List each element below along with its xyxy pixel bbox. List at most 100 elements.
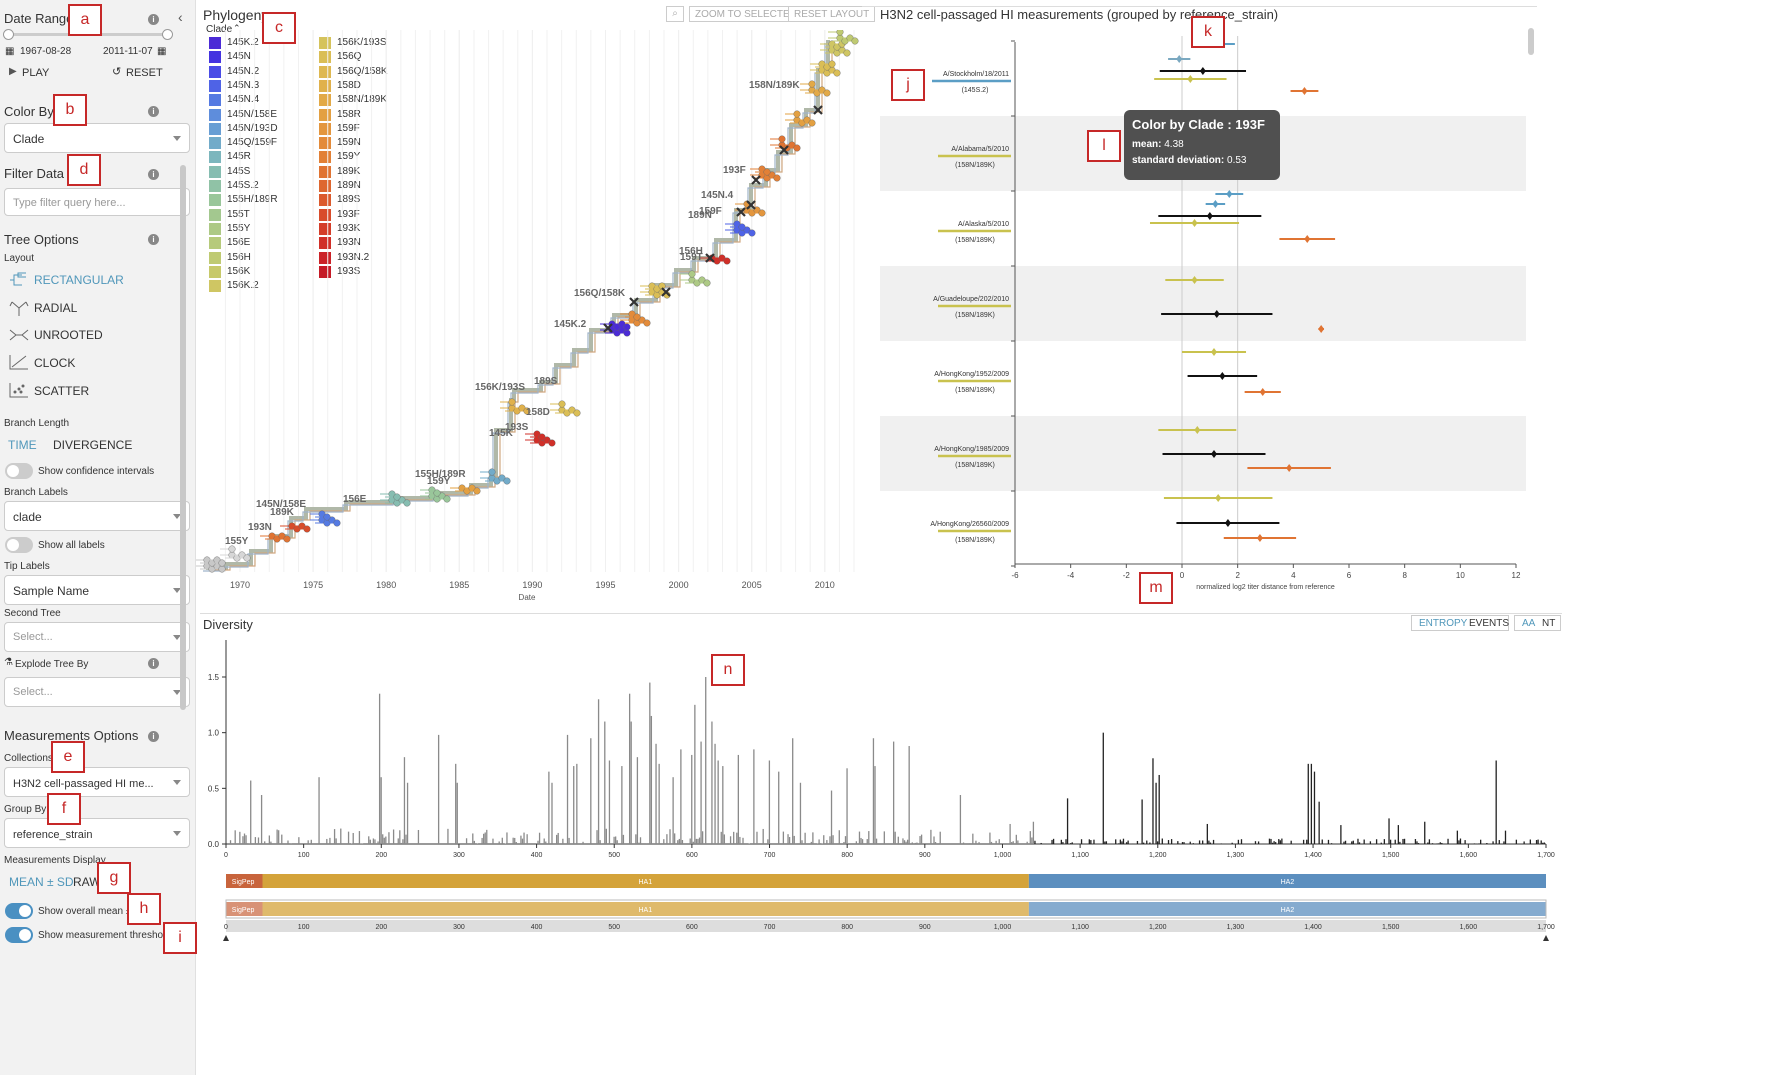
legend-swatch[interactable] <box>209 94 221 107</box>
reset-icon[interactable]: ↺ <box>112 66 122 78</box>
filter-input[interactable]: Type filter query here... <box>4 188 190 216</box>
legend-label[interactable]: 159Y <box>337 151 361 163</box>
confidence-toggle[interactable] <box>5 463 33 479</box>
second-tree-select[interactable]: Select... <box>4 622 190 652</box>
legend-label[interactable]: 145S.2 <box>227 180 259 191</box>
scatter-layout-icon[interactable] <box>8 381 30 399</box>
rectangular-layout-icon[interactable] <box>8 271 30 289</box>
date-range-start-handle[interactable] <box>3 29 14 40</box>
info-icon[interactable]: i <box>148 234 159 245</box>
legend-swatch[interactable] <box>209 280 221 293</box>
legend-label[interactable]: 145N.4 <box>227 94 260 106</box>
legend-swatch[interactable] <box>209 37 221 49</box>
info-icon[interactable]: i <box>148 658 159 669</box>
color-by-select[interactable]: Clade <box>4 123 190 153</box>
layout-scatter[interactable]: SCATTER <box>34 384 90 398</box>
legend-swatch[interactable] <box>209 165 221 178</box>
legend-swatch[interactable] <box>209 265 221 278</box>
branch-length-time[interactable]: TIME <box>8 438 37 452</box>
legend-label[interactable]: 156K/193S <box>337 37 387 48</box>
legend-label[interactable]: 145R <box>227 151 251 163</box>
legend-label[interactable]: 159N <box>337 137 361 149</box>
legend-label[interactable]: 158R <box>337 108 361 120</box>
legend-swatch[interactable] <box>209 137 221 150</box>
legend-label[interactable]: 159F <box>337 122 360 134</box>
legend-swatch[interactable] <box>209 151 221 164</box>
play-icon[interactable]: ▶ <box>9 66 17 77</box>
entropy-button[interactable]: ENTROPY <box>1419 618 1468 629</box>
legend-swatch[interactable] <box>209 237 221 250</box>
date-range-end[interactable]: 2011-11-07 <box>103 46 153 57</box>
unrooted-layout-icon[interactable] <box>8 326 30 344</box>
legend-swatch[interactable] <box>209 51 221 64</box>
legend-label[interactable]: 145N.2 <box>227 65 260 77</box>
legend-label[interactable]: 156Q/158K <box>337 65 388 77</box>
legend-label[interactable]: 156H <box>227 251 251 263</box>
info-icon[interactable]: i <box>148 731 159 742</box>
legend-label[interactable]: 155T <box>227 208 250 220</box>
diversity-chart[interactable]: 1.5 1.0 0.5 0.0 0 100 200 300 400 500 600 700 800 900… <box>196 630 1572 945</box>
show-all-labels-toggle[interactable] <box>5 537 33 553</box>
legend-label[interactable]: 145Q/159F <box>227 137 278 149</box>
info-icon[interactable]: i <box>148 169 159 180</box>
legend-label[interactable]: 145N.3 <box>227 79 260 91</box>
zoom-to-selected-button[interactable]: ZOOM TO SELECTED <box>689 6 803 22</box>
nt-button[interactable]: NT <box>1542 618 1556 629</box>
legend-swatch[interactable] <box>209 194 221 207</box>
sidebar-scrollbar[interactable] <box>180 165 186 710</box>
aa-button[interactable]: AA <box>1522 618 1536 629</box>
phylogeny-tree[interactable]: 1970 1975 1980 1985 1990 1995 2000 2005 2010 Date… <box>196 30 866 610</box>
info-icon[interactable]: i <box>148 106 159 117</box>
show-overall-toggle[interactable] <box>5 903 33 919</box>
events-button[interactable]: EVENTS <box>1469 618 1510 629</box>
branch-length-divergence[interactable]: DIVERGENCE <box>53 438 133 452</box>
chevron-up-icon[interactable]: ⌃ <box>233 23 241 33</box>
legend-label[interactable]: 158D <box>337 79 361 91</box>
legend-label[interactable]: 156Q <box>337 51 362 63</box>
legend-label[interactable]: 193S <box>337 265 361 277</box>
legend-label[interactable]: 156K <box>227 265 251 277</box>
layout-clock[interactable]: CLOCK <box>34 356 76 370</box>
legend-swatch[interactable] <box>209 180 221 192</box>
legend-label[interactable]: 193F <box>337 208 360 220</box>
legend-label[interactable]: 145N <box>227 51 251 63</box>
legend-label[interactable]: 145N/193D <box>227 122 278 134</box>
zoom-icon[interactable]: ⌕ <box>666 6 684 22</box>
legend-label[interactable]: 155H/189R <box>227 194 278 206</box>
date-range-start[interactable]: 1967-08-28 <box>20 46 72 57</box>
explode-select[interactable]: Select... <box>4 677 190 707</box>
branch-labels-select[interactable]: clade <box>4 501 190 531</box>
legend-label[interactable]: 155Y <box>227 222 251 234</box>
info-icon[interactable]: i <box>148 14 159 25</box>
legend-swatch[interactable] <box>209 122 221 135</box>
reset-layout-button[interactable]: RESET LAYOUT <box>788 6 876 22</box>
measurements-scrollbar[interactable] <box>1528 28 1534 55</box>
legend-swatch[interactable] <box>209 208 221 221</box>
legend-label[interactable]: 189N <box>337 180 361 191</box>
legend-swatch[interactable] <box>209 79 221 92</box>
layout-rectangular[interactable]: RECTANGULAR <box>34 273 124 287</box>
legend-label[interactable]: 193N.2 <box>337 251 370 263</box>
reset-button[interactable]: RESET <box>126 67 163 79</box>
date-range-end-handle[interactable] <box>162 29 173 40</box>
legend-swatch[interactable] <box>209 65 221 78</box>
legend-swatch[interactable] <box>209 222 221 235</box>
legend-swatch[interactable] <box>209 251 221 264</box>
legend-title[interactable]: Clade <box>206 24 233 35</box>
display-raw[interactable]: RAW <box>73 875 101 889</box>
display-mean-sd[interactable]: MEAN ± SD <box>9 875 74 889</box>
clock-layout-icon[interactable] <box>8 353 30 371</box>
play-button[interactable]: PLAY <box>22 67 50 79</box>
legend-label[interactable]: 189S <box>337 194 361 206</box>
show-threshold-toggle[interactable] <box>5 927 33 943</box>
legend-label[interactable]: 145K.2 <box>227 37 259 48</box>
legend-label[interactable]: 156E <box>227 237 251 249</box>
legend-label[interactable]: 145N/158E <box>227 108 278 120</box>
layout-unrooted[interactable]: UNROOTED <box>34 328 103 342</box>
group-by-select[interactable]: reference_strain <box>4 818 190 848</box>
radial-layout-icon[interactable] <box>8 299 30 317</box>
collapse-sidebar-icon[interactable]: ‹ <box>178 9 183 25</box>
legend-label[interactable]: 193K <box>337 222 361 234</box>
legend-swatch[interactable] <box>209 108 221 121</box>
layout-radial[interactable]: RADIAL <box>34 301 78 315</box>
